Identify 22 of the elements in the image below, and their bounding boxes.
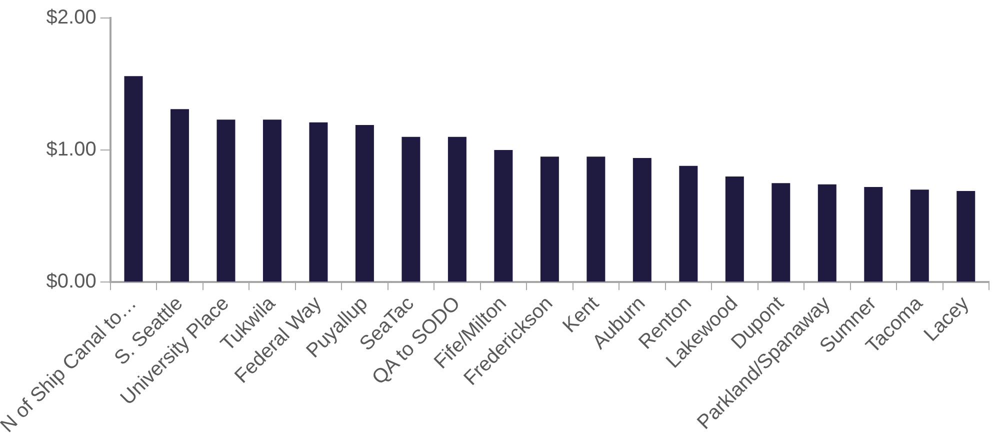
bar: [309, 122, 328, 282]
y-tick-label: $0.00: [46, 270, 96, 293]
bar: [586, 156, 606, 282]
bar: [910, 190, 929, 282]
y-tick-label: $2.00: [46, 6, 96, 29]
bar: [124, 76, 143, 282]
y-tick-label: $1.00: [46, 138, 96, 161]
bar: [818, 184, 836, 282]
bar: [402, 136, 420, 282]
bar: [956, 190, 976, 282]
bar: [216, 120, 236, 282]
bar: [725, 176, 744, 282]
bar: [170, 109, 189, 282]
bar: [448, 136, 466, 282]
bar: [540, 156, 559, 282]
bar: [679, 166, 698, 282]
bar: [864, 187, 883, 282]
bar: [262, 120, 282, 282]
bar: [494, 150, 513, 282]
bar: [632, 158, 652, 282]
bar: [355, 124, 374, 282]
bar: [772, 183, 790, 282]
